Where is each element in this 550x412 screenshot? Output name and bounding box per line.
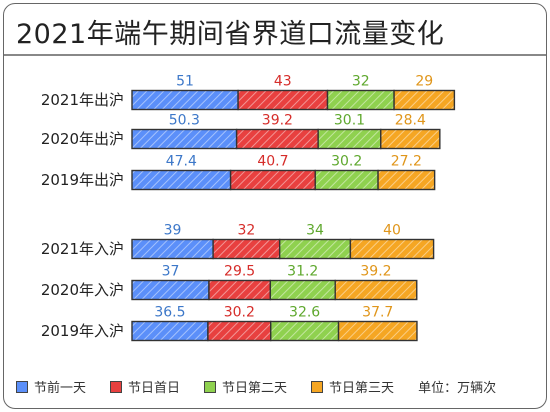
bar-segment (270, 320, 340, 342)
legend-swatch-s1 (110, 380, 123, 393)
bar-segment (131, 169, 232, 191)
bar-segment (131, 279, 210, 301)
legend-swatch-s3 (311, 380, 324, 393)
data-label: 31.2 (287, 264, 318, 280)
data-label: 36.5 (154, 305, 185, 321)
data-label: 40 (383, 223, 401, 239)
legend-label-s3: 节日第三天 (329, 381, 395, 396)
bar-segment (131, 238, 214, 260)
bar-segment (317, 128, 382, 150)
legend-swatch-s0 (16, 380, 28, 393)
data-label: 27.2 (391, 154, 422, 170)
bar-segment (229, 169, 316, 191)
category-label: 2019年出沪 (41, 171, 124, 189)
category-label: 2019年入沪 (41, 322, 124, 340)
data-label: 30.2 (224, 305, 255, 321)
chart-frame: 2021年端午期间省界道口流量变化 2021年出沪 2020年出沪 2019年出沪 2… (3, 3, 547, 409)
bar-segment (377, 169, 436, 191)
bar-segment (207, 320, 272, 342)
data-label: 47.4 (166, 154, 197, 170)
data-label: 29 (415, 74, 433, 90)
data-label: 29.5 (224, 264, 255, 280)
data-label: 50.3 (169, 113, 200, 129)
legend-item-s1: 节日首日 (110, 377, 180, 396)
legend-item-s0: 节前一天 (16, 377, 86, 396)
data-label: 34 (306, 223, 324, 239)
bar-segment (326, 89, 395, 111)
bar-segment (237, 89, 329, 111)
data-label: 37 (162, 264, 180, 280)
bar-segment (235, 128, 319, 150)
bar-segment (131, 320, 209, 342)
legend-swatch-s2 (204, 380, 217, 393)
legend-label-s2: 节日第二天 (222, 381, 288, 396)
data-label: 32 (352, 74, 370, 90)
data-label: 39.2 (360, 264, 391, 280)
bar-segment (337, 320, 418, 342)
bar-segment (131, 128, 238, 150)
data-label: 32.6 (289, 305, 320, 321)
data-label: 37.7 (362, 305, 393, 321)
bar-segment (314, 169, 379, 191)
legend-item-s2: 节日第二天 (204, 377, 287, 396)
bar-segment (131, 89, 239, 111)
data-label: 30.1 (334, 113, 365, 129)
data-label: 51 (176, 74, 194, 90)
legend: 节前一天 节日首日 节日第二天 节日第三天 单位：万辆次 (16, 377, 496, 396)
legend-label-s1: 节日首日 (128, 381, 181, 396)
data-label: 40.7 (257, 154, 288, 170)
category-label: 2021年出沪 (41, 91, 124, 109)
bar-segment (380, 128, 441, 150)
bar-segment (208, 279, 272, 301)
legend-label-s0: 节前一天 (34, 381, 87, 396)
data-label: 39 (164, 223, 182, 239)
data-label: 28.4 (395, 113, 426, 129)
category-label: 2021年入沪 (41, 240, 124, 258)
bar-segment (212, 238, 281, 260)
chart-title: 2021年端午期间省界道口流量变化 (16, 19, 445, 50)
data-label: 43 (274, 74, 292, 90)
data-label: 30.2 (331, 154, 362, 170)
unit-label: 单位：万辆次 (418, 381, 497, 396)
stacked-bar-chart: 2021年出沪 2020年出沪 2019年出沪 2021年入沪 2020年入沪 2019年… (41, 74, 456, 342)
bar-segment (278, 238, 352, 260)
title-divider (4, 54, 546, 56)
data-label: 32 (237, 223, 255, 239)
bar-segment (334, 279, 418, 301)
legend-item-s3: 节日第三天 (311, 377, 394, 396)
bar-segment (269, 279, 336, 301)
category-label: 2020年入沪 (41, 281, 124, 299)
bar-segment (349, 238, 435, 260)
category-label: 2020年出沪 (41, 130, 124, 148)
data-label: 39.2 (262, 113, 293, 129)
bar-segment (393, 89, 456, 111)
